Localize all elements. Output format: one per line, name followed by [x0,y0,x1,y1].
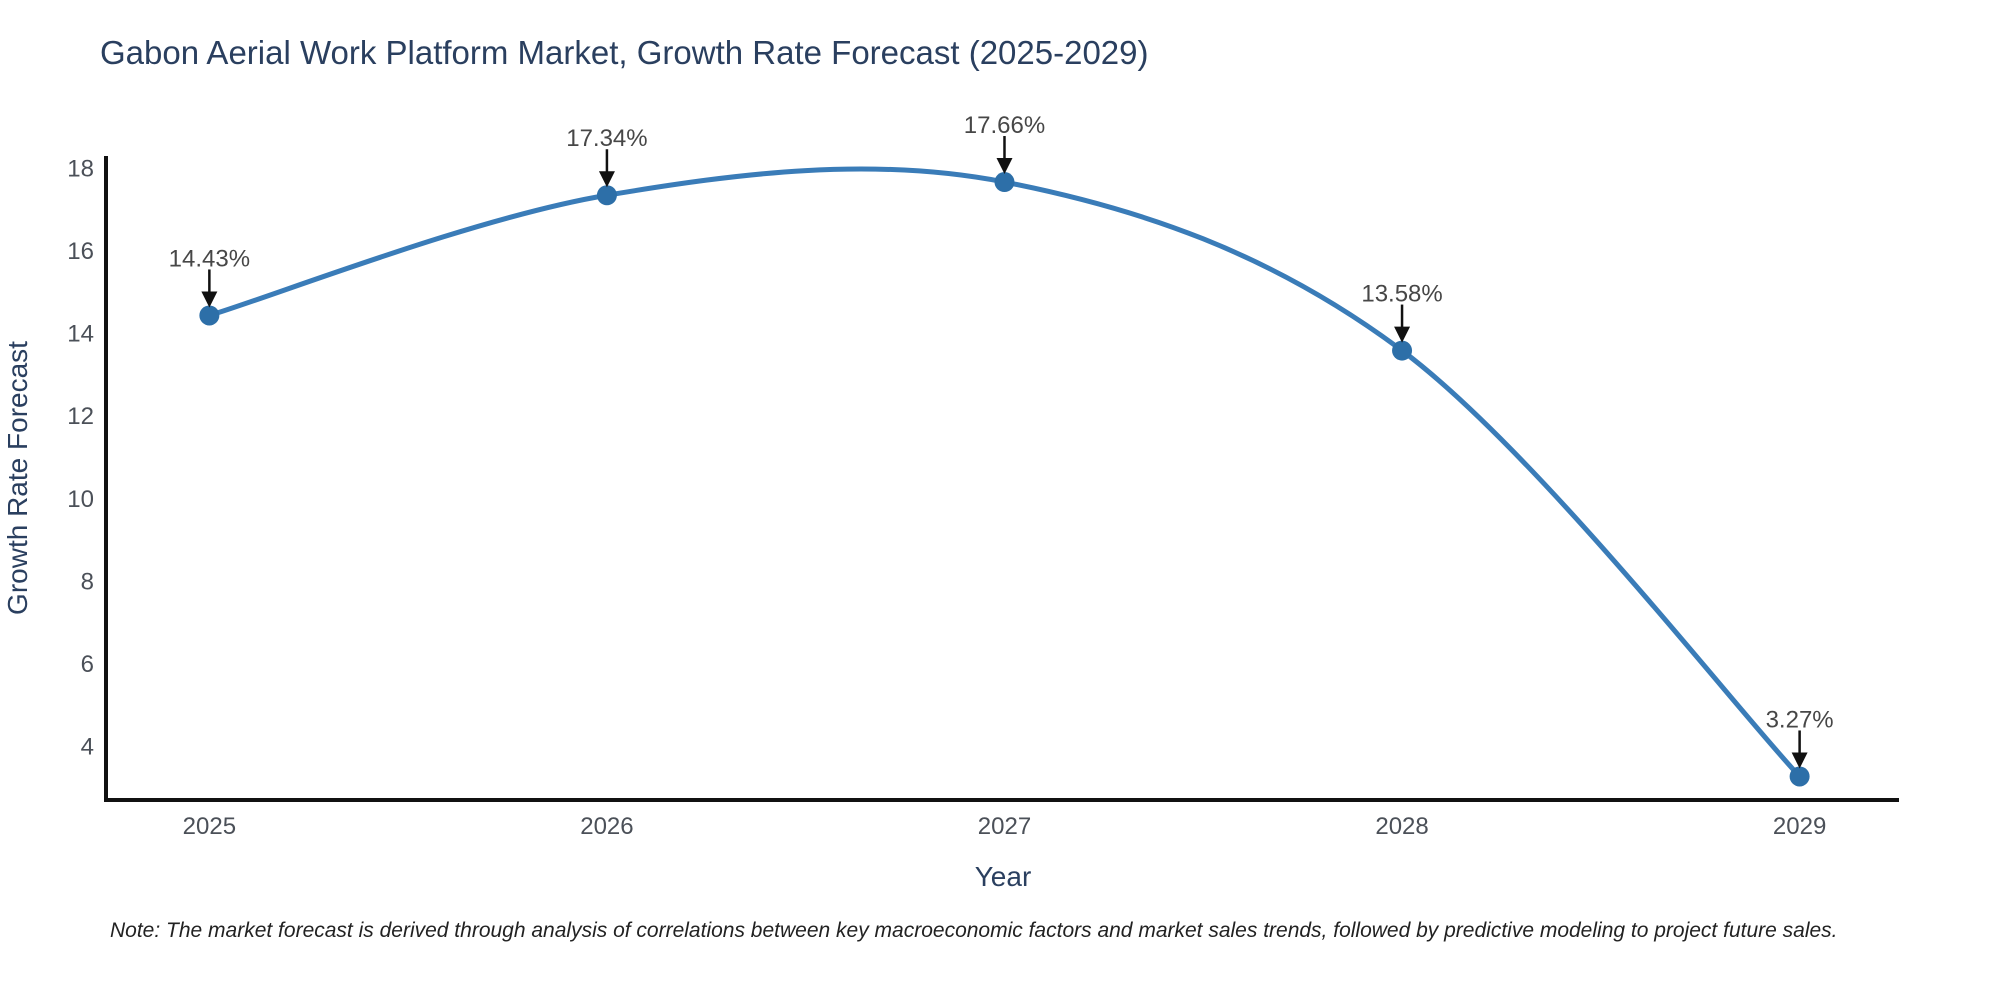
data-point-marker [596,185,617,206]
y-tick-label: 12 [67,403,94,430]
x-axis-label: Year [975,861,1032,892]
data-point-marker [199,305,220,326]
y-tick-label: 14 [67,321,94,348]
series-line [206,166,1803,779]
y-axis-ticks: 4 6 8 10 12 14 16 18 [67,155,94,760]
y-tick-label: 8 [81,568,94,595]
y-tick-label: 16 [67,238,94,265]
annotation-arrowhead [1394,326,1411,343]
annotation-arrowhead [201,291,218,308]
plot-area [106,156,1899,800]
x-axis-ticks: 2025 2026 2027 2028 2029 [183,813,1827,840]
annotation-arrowhead [1791,752,1808,769]
series-markers [199,172,1810,787]
annotation-label: 13.58% [1361,281,1442,308]
data-point-marker [1789,766,1810,787]
y-tick-label: 6 [81,651,94,678]
point-annotations: 14.43% 17.34% 17.66% 13.58% 3.27% [169,112,1834,769]
data-point-marker [1392,340,1413,361]
annotation-arrowhead [996,158,1013,175]
chart-title: Gabon Aerial Work Platform Market, Growt… [100,34,1149,71]
annotation-label: 17.66% [964,112,1045,139]
annotation-label: 14.43% [169,245,250,272]
y-tick-label: 10 [67,486,94,513]
x-tick-label: 2026 [580,813,633,840]
x-tick-label: 2025 [183,813,236,840]
data-point-marker [994,172,1015,193]
y-tick-label: 18 [67,155,94,182]
footnote: Note: The market forecast is derived thr… [110,919,1838,942]
y-axis-label: Growth Rate Forecast [2,341,33,615]
annotation-label: 3.27% [1766,706,1834,733]
y-tick-label: 4 [81,734,94,761]
x-tick-label: 2029 [1773,813,1826,840]
x-tick-label: 2028 [1375,813,1428,840]
annotation-arrowhead [598,171,615,188]
x-tick-label: 2027 [978,813,1031,840]
annotation-label: 17.34% [566,125,647,152]
